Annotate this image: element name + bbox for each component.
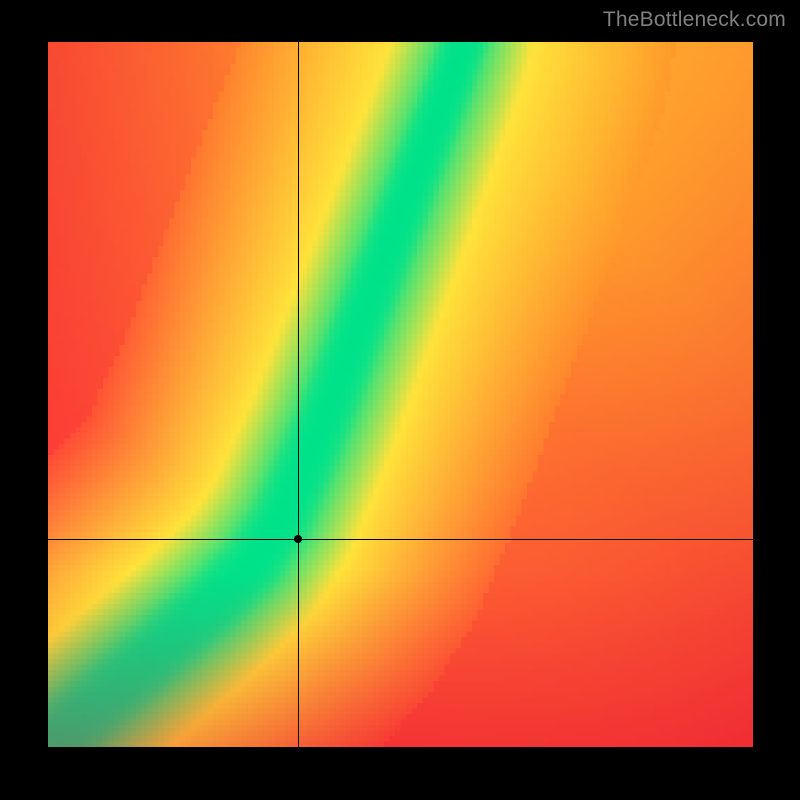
crosshair-horizontal [48, 539, 753, 540]
heatmap-plot [48, 42, 753, 747]
crosshair-marker [294, 535, 302, 543]
crosshair-vertical [298, 42, 299, 747]
watermark-text: TheBottleneck.com [603, 8, 786, 32]
